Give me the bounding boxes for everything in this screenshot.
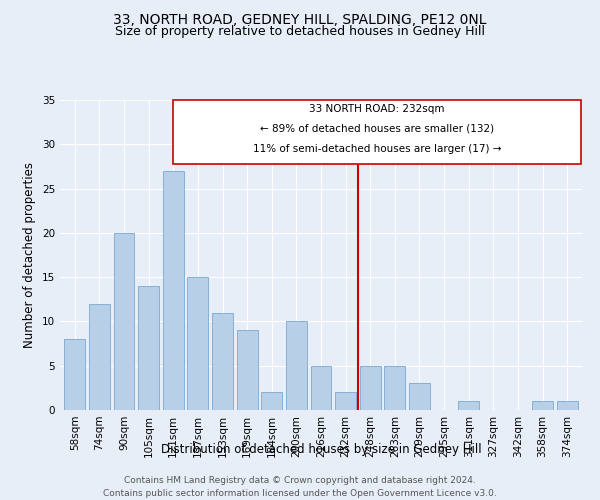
Bar (236, 330, 257, 410)
Bar (261, 392, 282, 410)
Bar (286, 322, 307, 410)
Bar (187, 277, 208, 410)
Text: ← 89% of detached houses are smaller (132): ← 89% of detached houses are smaller (13… (260, 124, 494, 134)
Bar (385, 366, 406, 410)
FancyBboxPatch shape (173, 100, 581, 164)
Y-axis label: Number of detached properties: Number of detached properties (23, 162, 37, 348)
Bar (311, 366, 331, 410)
Text: Distribution of detached houses by size in Gedney Hill: Distribution of detached houses by size … (161, 442, 481, 456)
Bar (113, 233, 134, 410)
Text: 11% of semi-detached houses are larger (17) →: 11% of semi-detached houses are larger (… (253, 144, 501, 154)
Text: 33, NORTH ROAD, GEDNEY HILL, SPALDING, PE12 0NL: 33, NORTH ROAD, GEDNEY HILL, SPALDING, P… (113, 12, 487, 26)
Bar (138, 286, 159, 410)
Text: Size of property relative to detached houses in Gedney Hill: Size of property relative to detached ho… (115, 25, 485, 38)
Bar (163, 171, 184, 410)
Bar (212, 312, 233, 410)
Bar (64, 339, 85, 410)
Bar (557, 401, 578, 410)
Text: Contains HM Land Registry data © Crown copyright and database right 2024.
Contai: Contains HM Land Registry data © Crown c… (103, 476, 497, 498)
Bar (458, 401, 479, 410)
Bar (532, 401, 553, 410)
Bar (335, 392, 356, 410)
Text: 33 NORTH ROAD: 232sqm: 33 NORTH ROAD: 232sqm (309, 104, 445, 114)
Bar (409, 384, 430, 410)
Bar (89, 304, 110, 410)
Bar (360, 366, 381, 410)
